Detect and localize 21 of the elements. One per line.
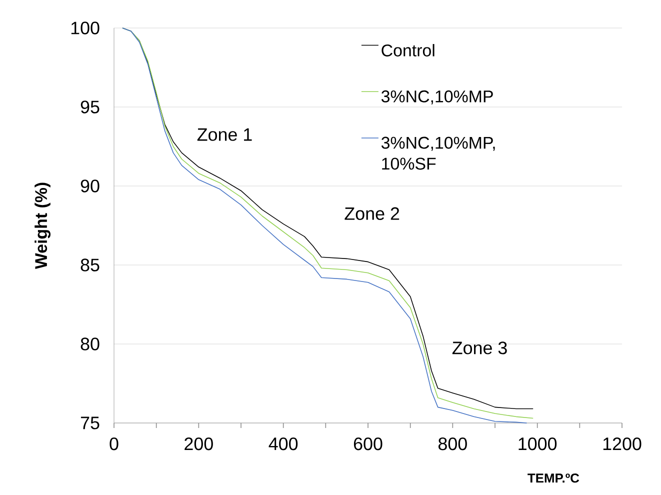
annotation: Zone 1 (197, 128, 252, 141)
legend-label: 3%NC,10%MP (381, 90, 493, 104)
x-tick-label: 1200 (603, 437, 642, 450)
x-tick-label: 600 (354, 437, 382, 450)
y-tick-label: 75 (80, 416, 100, 430)
legend-label: Control (382, 44, 434, 56)
x-tick-label: 200 (184, 437, 213, 450)
y-axis-title: Weight (%) (34, 182, 50, 270)
annotation: Zone 3 (452, 342, 507, 354)
y-tick-label: 90 (80, 180, 100, 192)
annotation: Zone 2 (344, 207, 400, 220)
y-tick-label: 100 (71, 22, 100, 34)
x-axis-title: TEMP.ºC (528, 473, 580, 483)
legend-label: 3%NC,10%MP, 10%SF (381, 136, 495, 170)
y-tick-label: 95 (80, 100, 100, 114)
x-tick-label: 0 (110, 437, 118, 450)
x-tick-label: 1000 (518, 437, 557, 450)
y-tick-label: 85 (80, 258, 100, 272)
x-tick-label: 800 (438, 437, 467, 450)
x-tick-label: 400 (268, 437, 298, 450)
y-tick-label: 80 (80, 338, 100, 350)
